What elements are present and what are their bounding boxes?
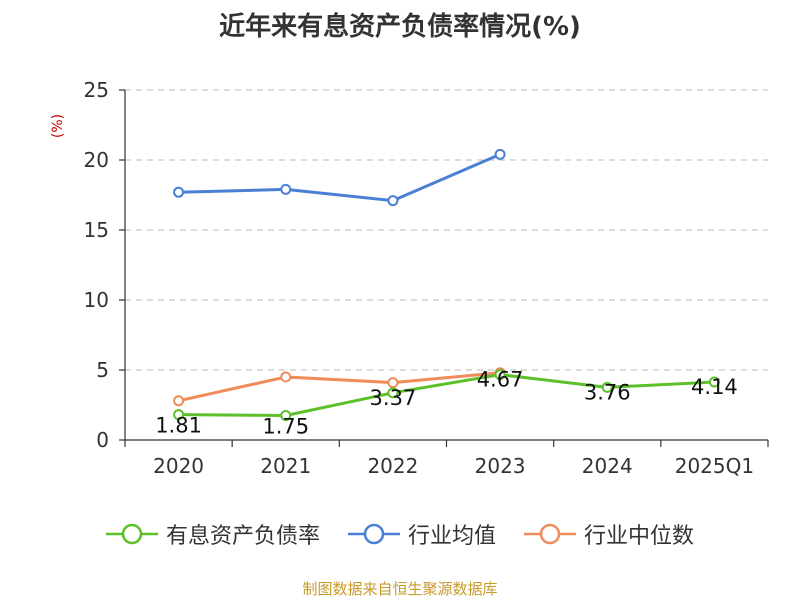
y-axis-label: (%)	[50, 114, 66, 138]
data-point	[387, 195, 399, 207]
data-point	[708, 376, 720, 388]
data-label: 4.67	[477, 368, 524, 392]
data-label: 3.37	[370, 386, 417, 410]
legend-marker-debt-ratio	[105, 523, 158, 545]
grid-lines	[125, 89, 768, 371]
data-point	[173, 186, 185, 198]
x-tick-label: 2023	[475, 454, 526, 478]
series-line	[178, 373, 715, 417]
data-point	[280, 371, 292, 383]
legend-item-industry-median[interactable]: 行业中位数	[524, 518, 694, 550]
y-tick-label: 5	[96, 358, 109, 382]
y-tick-label: 15	[84, 218, 109, 242]
data-labels: 1.81 1.75 3.37 4.67 3.76 4.14	[155, 368, 738, 439]
y-tick-label: 20	[84, 148, 109, 172]
series-line	[178, 371, 501, 403]
series-2	[173, 367, 506, 407]
data-label: 4.14	[691, 375, 738, 399]
legend-label-debt-ratio: 有息资产负债率	[165, 524, 320, 549]
x-tick-label: 2020	[153, 454, 204, 478]
x-tick-label: 2024	[582, 454, 633, 478]
series-line	[178, 153, 501, 203]
y-tick-label: 10	[84, 288, 109, 312]
legend-item-industry-mean[interactable]: 行业均值	[347, 518, 496, 550]
x-tick-label: 2021	[260, 454, 311, 478]
data-point	[494, 148, 506, 160]
data-point	[601, 381, 613, 393]
data-label: 3.76	[584, 380, 631, 404]
data-point	[280, 183, 292, 195]
data-label: 1.75	[262, 415, 309, 439]
data-point	[494, 369, 506, 381]
y-tick-label: 0	[96, 428, 109, 452]
series-layer	[173, 148, 720, 421]
data-point	[173, 395, 185, 407]
legend: 有息资产负债率 行业均值 行业中位数	[0, 518, 800, 550]
data-point	[280, 410, 292, 421]
legend-marker-industry-median	[524, 523, 576, 545]
y-tick-label: 25	[84, 78, 109, 102]
x-tick-label: 2022	[367, 454, 418, 478]
series-1	[173, 148, 506, 207]
data-point	[387, 387, 399, 399]
legend-label-industry-median: 行业中位数	[584, 524, 695, 549]
x-tick-label: 2025Q1	[675, 454, 754, 478]
series-0	[173, 369, 720, 421]
legend-marker-industry-mean	[347, 523, 400, 545]
data-point	[387, 377, 399, 389]
legend-label-industry-mean: 行业均值	[407, 524, 496, 549]
legend-item-debt-ratio[interactable]: 有息资产负债率	[105, 518, 320, 550]
data-source-note: 制图数据来自恒生聚源数据库	[302, 580, 498, 598]
chart-title: 近年来有息资产负债率情况(%)	[219, 12, 581, 42]
axes: 0 5 10 15 20 25 2020 2021 2022 2023 2024 2025Q1	[84, 78, 769, 478]
data-label: 1.81	[155, 414, 202, 438]
data-point	[173, 409, 185, 421]
